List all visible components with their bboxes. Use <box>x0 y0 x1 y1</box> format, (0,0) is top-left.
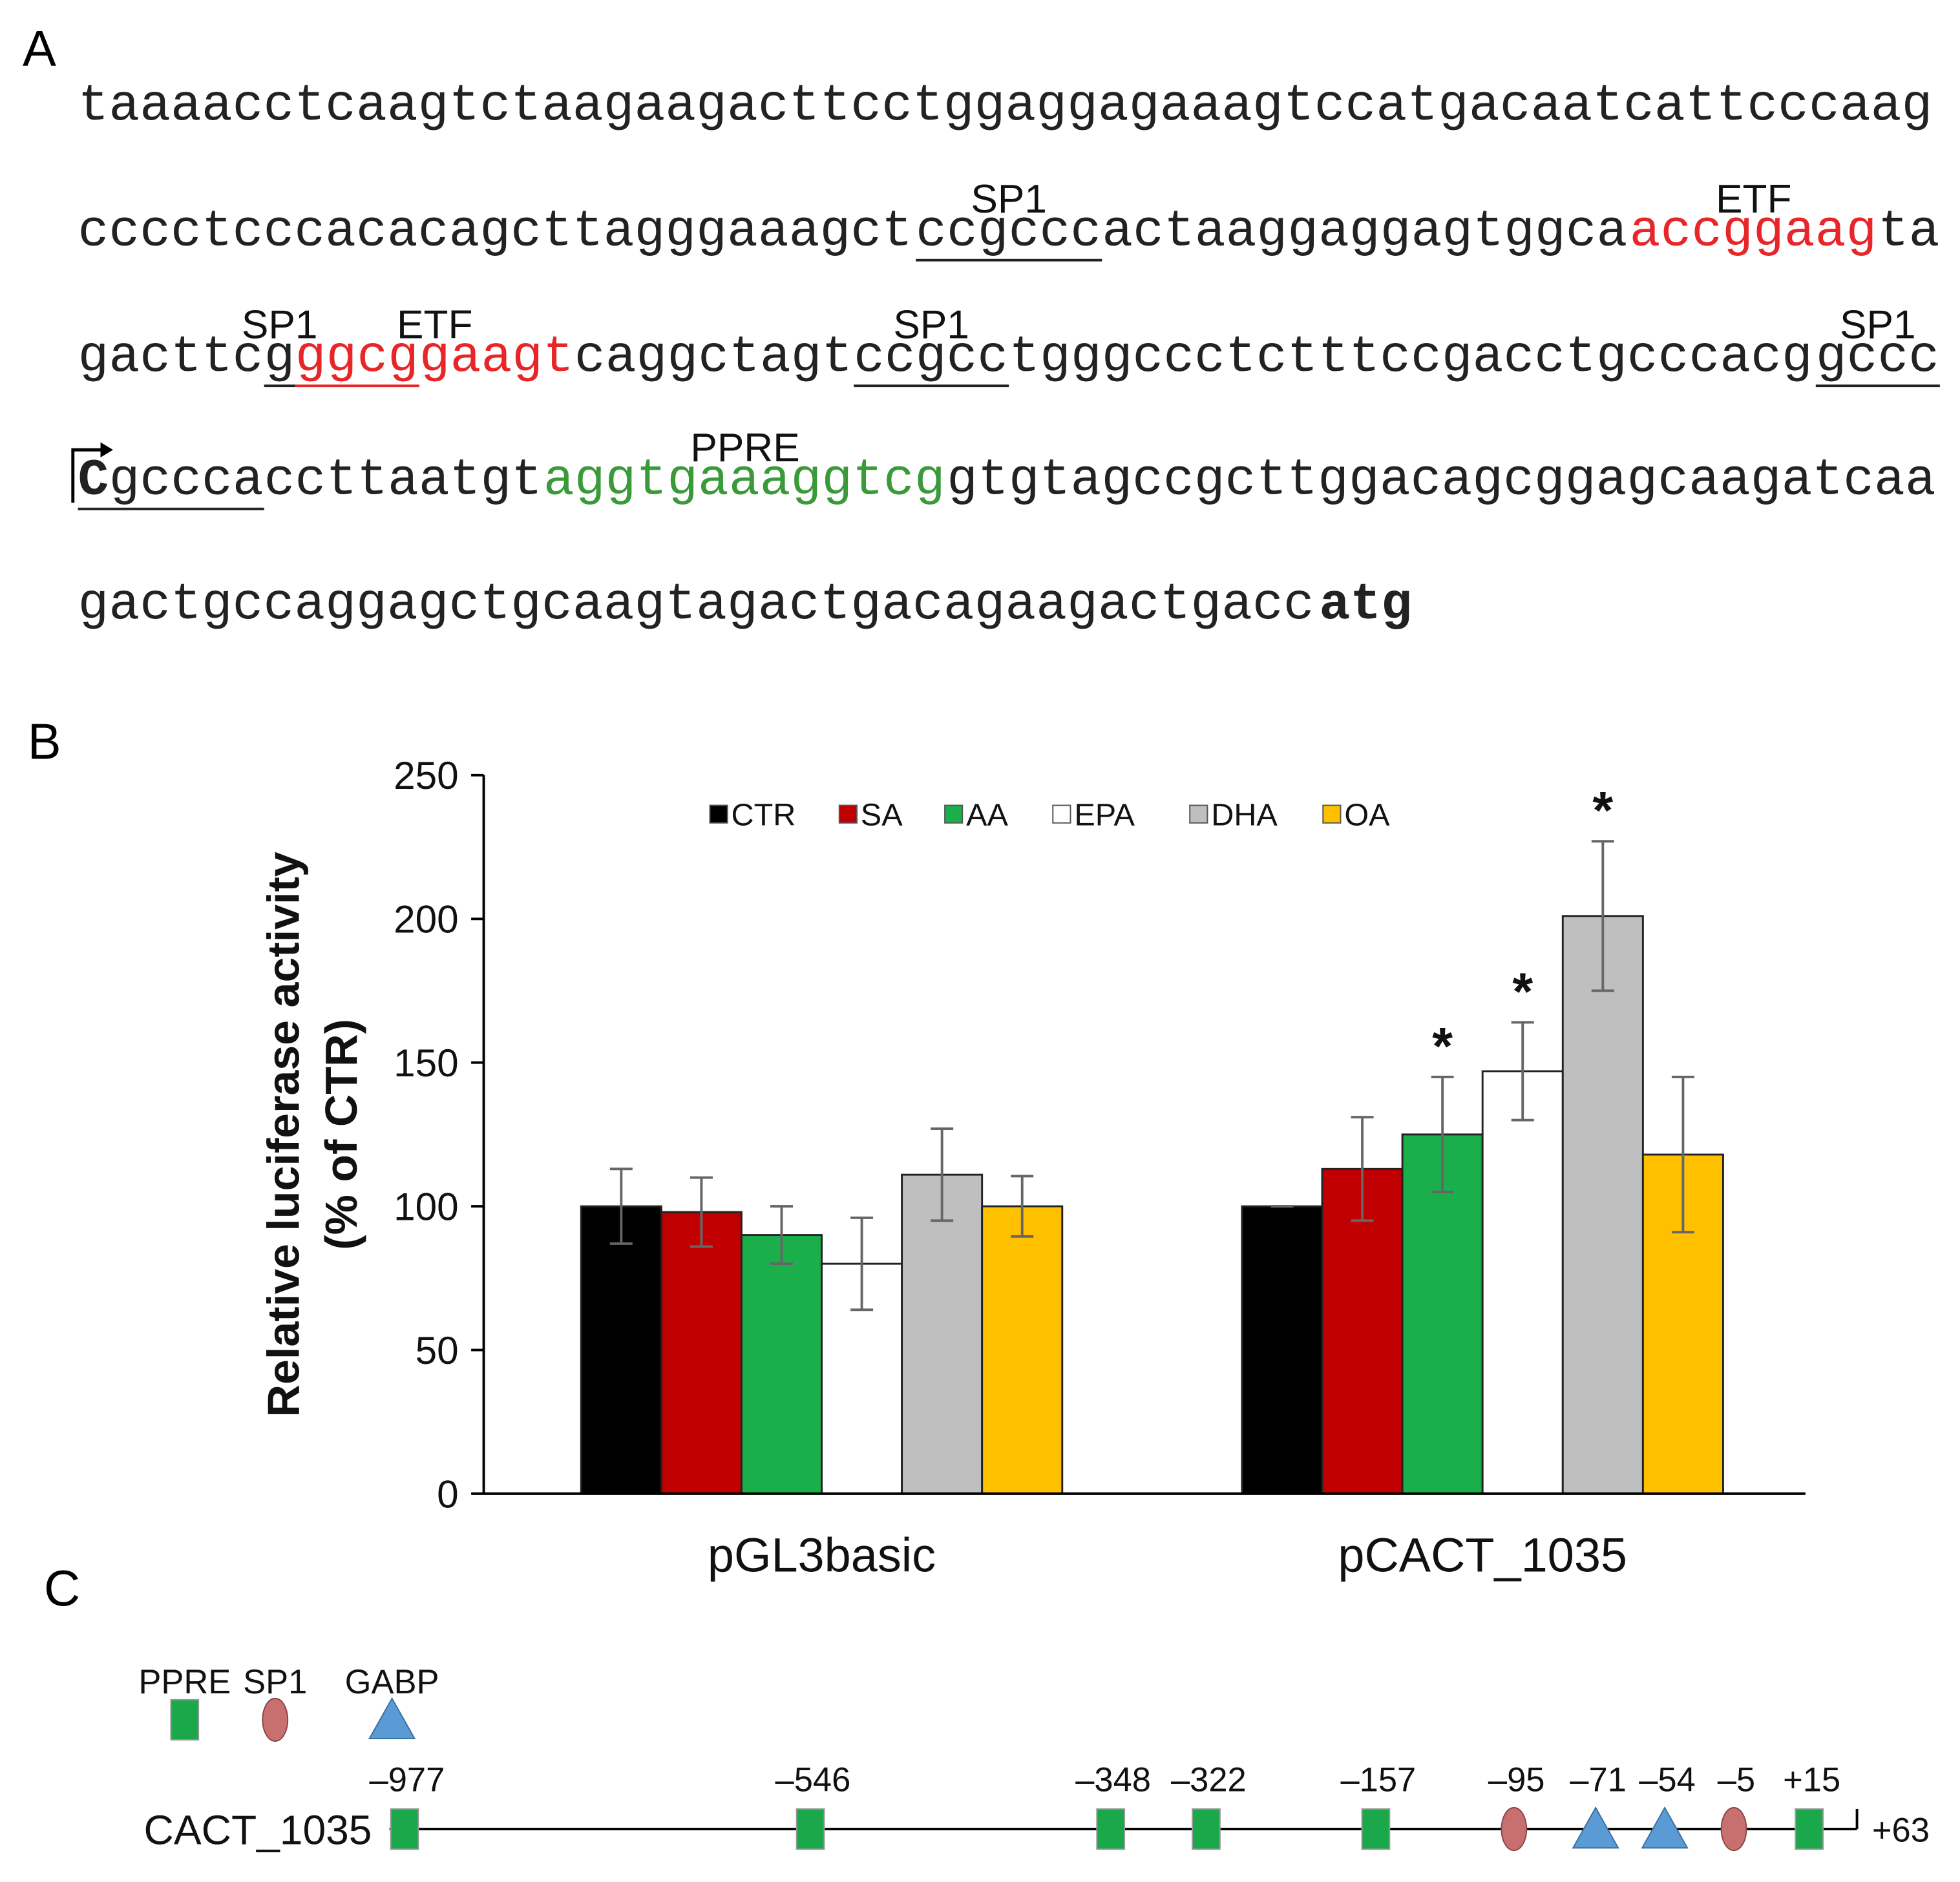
sequence-text: gccc <box>1816 328 1939 386</box>
legend-label: SA <box>861 798 903 833</box>
sequence-text: taaaacctcaagtctaagaagacttcctggaggagaaagt… <box>78 77 1933 135</box>
legend-swatch <box>1322 804 1342 824</box>
y-axis-label: (% of CTR) <box>316 1019 366 1250</box>
legend-swatch <box>709 804 728 824</box>
sequence-text: ccgccc <box>916 202 1101 260</box>
y-tick-label: 250 <box>394 753 459 797</box>
binding-site <box>1572 1806 1619 1849</box>
legend-label: AA <box>966 798 1008 833</box>
legend-swatch <box>944 804 964 824</box>
sequence-text: gacttc <box>78 328 264 386</box>
bar <box>740 1234 823 1495</box>
sequence-text: ggcg <box>295 328 419 386</box>
site-label: SP1 <box>242 302 318 347</box>
legend-swatch <box>1052 804 1071 824</box>
sequence-text: ccgcc <box>854 328 1008 386</box>
panel-label: C <box>44 1561 80 1616</box>
tss-arrow <box>71 448 101 503</box>
site-position: –348 <box>1075 1761 1151 1799</box>
site-label: ETF <box>1716 177 1791 222</box>
y-tick-label: 150 <box>394 1041 459 1085</box>
site-position: –546 <box>775 1761 851 1799</box>
site-position: +15 <box>1783 1761 1840 1799</box>
y-tick-label: 200 <box>394 897 459 941</box>
legend-label: SP1 <box>243 1663 307 1701</box>
panel-label: B <box>28 715 61 770</box>
significance-label: * <box>1512 963 1533 1021</box>
site-label: PPRE <box>690 426 799 470</box>
sequence-text: gtgtagccgcttggacagcggagcaagatcaa <box>947 451 1936 509</box>
x-tick-label: pCACT_1035 <box>1338 1529 1627 1582</box>
binding-site <box>796 1808 825 1850</box>
y-tick-label: 100 <box>394 1185 459 1229</box>
y-tick-label: 0 <box>437 1472 459 1516</box>
sequence-text: accggaag <box>1630 202 1877 260</box>
bar <box>901 1173 984 1495</box>
bar <box>1241 1205 1323 1495</box>
binding-site <box>1361 1808 1391 1850</box>
sequence-text: g <box>264 328 295 386</box>
sequence-text: tgggccctctttccgacctgcccacg <box>1009 328 1813 386</box>
site-label: SP1 <box>1840 302 1916 347</box>
panel-label: A <box>23 21 56 76</box>
site-position: –5 <box>1718 1761 1755 1799</box>
site-label: SP1 <box>971 177 1047 222</box>
y-tick-label: 50 <box>416 1328 459 1372</box>
sequence-text: gactgccaggagctgcaagtagactgacagaagactgacc <box>78 576 1314 634</box>
legend-symbol <box>262 1697 289 1742</box>
legend-label: GABP <box>345 1663 439 1701</box>
site-label: SP1 <box>893 302 969 347</box>
site-position: –157 <box>1340 1761 1416 1799</box>
site-position: –322 <box>1171 1761 1247 1799</box>
bar <box>1481 1070 1564 1495</box>
legend-label: CTR <box>732 798 796 833</box>
site-position: –977 <box>370 1761 445 1799</box>
sequence-text: gccca <box>109 451 264 509</box>
sequence-text: gaagt <box>419 328 574 386</box>
sequence-text: ccttaatgt <box>264 451 542 509</box>
sequence-text: actaaggaggagtggca <box>1102 202 1627 260</box>
site-position: –54 <box>1639 1761 1696 1799</box>
site-label: ETF <box>397 302 472 347</box>
significance-label: * <box>1432 1018 1453 1076</box>
tss-arrowhead <box>100 442 113 457</box>
legend-label: OA <box>1344 798 1390 833</box>
x-tick-label: pGL3basic <box>708 1529 936 1582</box>
y-axis-label: Relative luciferase activity <box>258 852 309 1417</box>
bar <box>660 1211 743 1495</box>
binding-site <box>1192 1808 1221 1850</box>
binding-site <box>1795 1808 1824 1850</box>
legend-symbol <box>170 1699 200 1741</box>
binding-site <box>1720 1807 1747 1852</box>
sequence-text: ta <box>1878 202 1940 260</box>
legend-label: DHA <box>1211 798 1278 833</box>
site-position: –71 <box>1570 1761 1627 1799</box>
bar <box>1401 1133 1484 1495</box>
sequence-text: caggctagt <box>574 328 852 386</box>
bar <box>981 1205 1064 1495</box>
binding-site <box>1096 1808 1126 1850</box>
legend-symbol <box>368 1697 416 1740</box>
legend-swatch <box>838 804 858 824</box>
binding-site <box>390 1808 419 1850</box>
significance-label: * <box>1592 782 1613 841</box>
sequence-text: atg <box>1319 576 1412 634</box>
binding-site <box>1501 1807 1528 1852</box>
bar <box>1561 915 1644 1495</box>
sequence-text: C <box>78 451 109 509</box>
legend-label: EPA <box>1074 798 1135 833</box>
construct-label: CACT_1035 <box>144 1806 372 1853</box>
legend-label: PPRE <box>138 1663 231 1701</box>
sequence-text: cccctcccacacagcttagggaaagct <box>78 202 912 260</box>
bar <box>580 1205 662 1495</box>
binding-site <box>1641 1806 1689 1849</box>
sequence-text: aggtgaaaggtcg <box>543 451 945 509</box>
legend-swatch <box>1189 804 1208 824</box>
site-position: –95 <box>1488 1761 1545 1799</box>
end-label: +63 <box>1872 1812 1930 1850</box>
